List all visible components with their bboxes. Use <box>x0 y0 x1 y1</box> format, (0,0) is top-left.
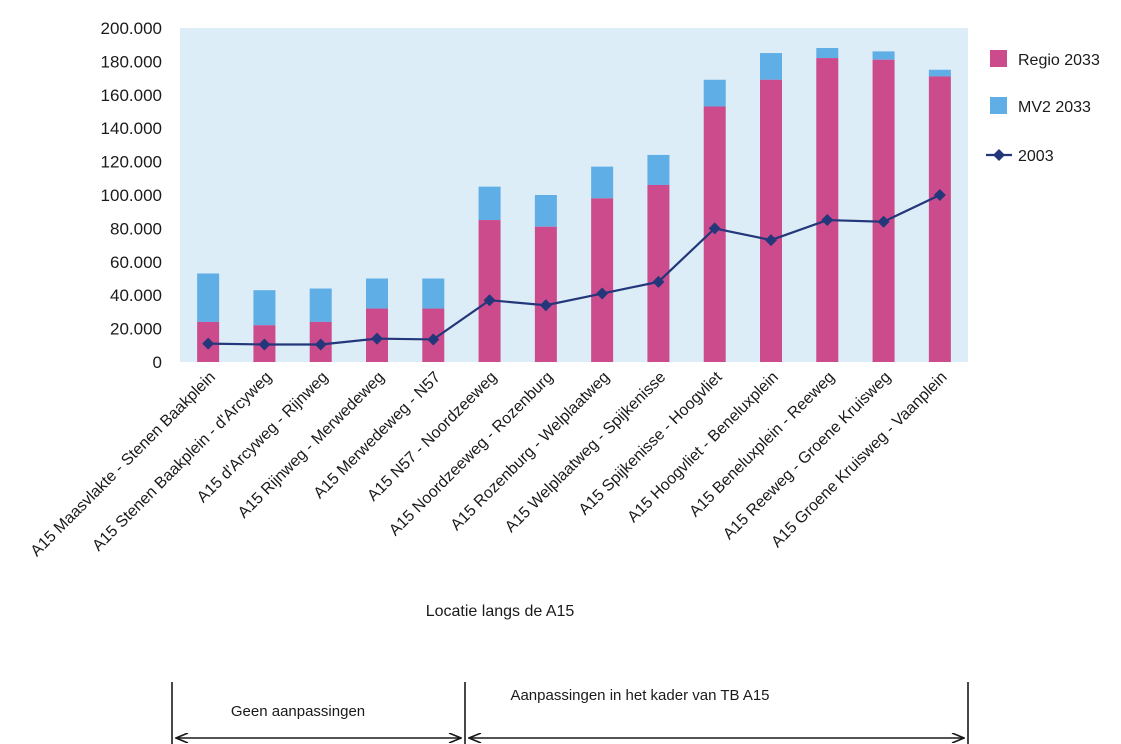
legend-label-2003: 2003 <box>1018 148 1054 165</box>
marker-2003 <box>765 234 777 247</box>
legend-label-regio-2033: Regio 2033 <box>1018 52 1100 69</box>
marker-2003 <box>877 215 890 228</box>
annotation-label: Aanpassingen in het kader van TB A15 <box>510 687 769 704</box>
marker-2003 <box>314 338 327 351</box>
marker-2003 <box>483 294 496 307</box>
y-tick-label: 120.000 <box>101 153 162 172</box>
annotations: Geen aanpassingen Aanpassingen in het kad… <box>171 682 969 744</box>
marker-2003 <box>708 222 721 235</box>
plot-background <box>180 28 968 362</box>
y-tick-label: 20.000 <box>110 320 162 339</box>
bar-mv2-2033 <box>872 51 895 60</box>
y-tick-label: 140.000 <box>101 119 162 138</box>
bar-mv2-2033 <box>534 195 557 227</box>
bar-mv2-2033 <box>816 48 839 59</box>
y-tick-label: 0 <box>153 353 162 372</box>
bar-mv2-2033 <box>478 186 501 221</box>
bar-mv2-2033 <box>197 273 220 322</box>
y-tick-label: 80.000 <box>110 219 162 238</box>
marker-2003 <box>371 332 383 345</box>
marker-2003 <box>202 337 215 350</box>
marker-2003 <box>427 333 440 346</box>
line-series-2003 <box>202 189 946 351</box>
legend-marker-2003 <box>993 149 1005 161</box>
bar-mv2-2033 <box>591 166 614 199</box>
y-tick-label: 200.000 <box>101 19 162 38</box>
x-axis-title: Locatie langs de A15 <box>426 603 575 620</box>
legend: Regio 2033 MV2 2033 2003 <box>986 50 1100 165</box>
annotation-label: Geen aanpassingen <box>231 703 365 720</box>
bar-regio-2033 <box>591 198 614 362</box>
bar-mv2-2033 <box>253 290 276 326</box>
bar-regio-2033 <box>816 58 839 363</box>
legend-swatch-mv2-2033 <box>990 97 1007 114</box>
y-tick-label: 180.000 <box>101 52 162 71</box>
bar-mv2-2033 <box>760 53 782 80</box>
marker-2003 <box>933 189 946 201</box>
bar-regio-2033 <box>478 220 501 362</box>
y-tick-label: 100.000 <box>101 186 162 205</box>
legend-label-mv2-2033: MV2 2033 <box>1018 99 1091 116</box>
y-tick-label: 160.000 <box>101 86 162 105</box>
marker-2003 <box>652 275 665 288</box>
bar-regio-2033 <box>760 79 782 363</box>
y-tick-label: 40.000 <box>110 286 162 305</box>
marker-2003 <box>539 299 552 312</box>
bar-mv2-2033 <box>422 278 445 309</box>
bar-regio-2033 <box>872 59 895 362</box>
bar-mv2-2033 <box>703 79 726 107</box>
legend-swatch-regio-2033 <box>990 50 1007 67</box>
marker-2003 <box>258 338 271 351</box>
bar-regio-2033 <box>647 184 670 362</box>
bar-regio-2033 <box>534 226 557 362</box>
line-2003 <box>208 194 941 346</box>
marker-2003 <box>821 214 834 227</box>
marker-2003 <box>596 287 609 300</box>
bar-mv2-2033 <box>928 69 951 77</box>
bar-mv2-2033 <box>366 278 388 309</box>
y-tick-label: 60.000 <box>110 253 162 272</box>
bar-mv2-2033 <box>309 288 332 322</box>
bar-mv2-2033 <box>647 154 670 185</box>
bar-regio-2033 <box>928 76 951 363</box>
y-axis: 0 20.000 40.000 60.000 80.000 100.000 120.000 1… <box>101 19 162 372</box>
